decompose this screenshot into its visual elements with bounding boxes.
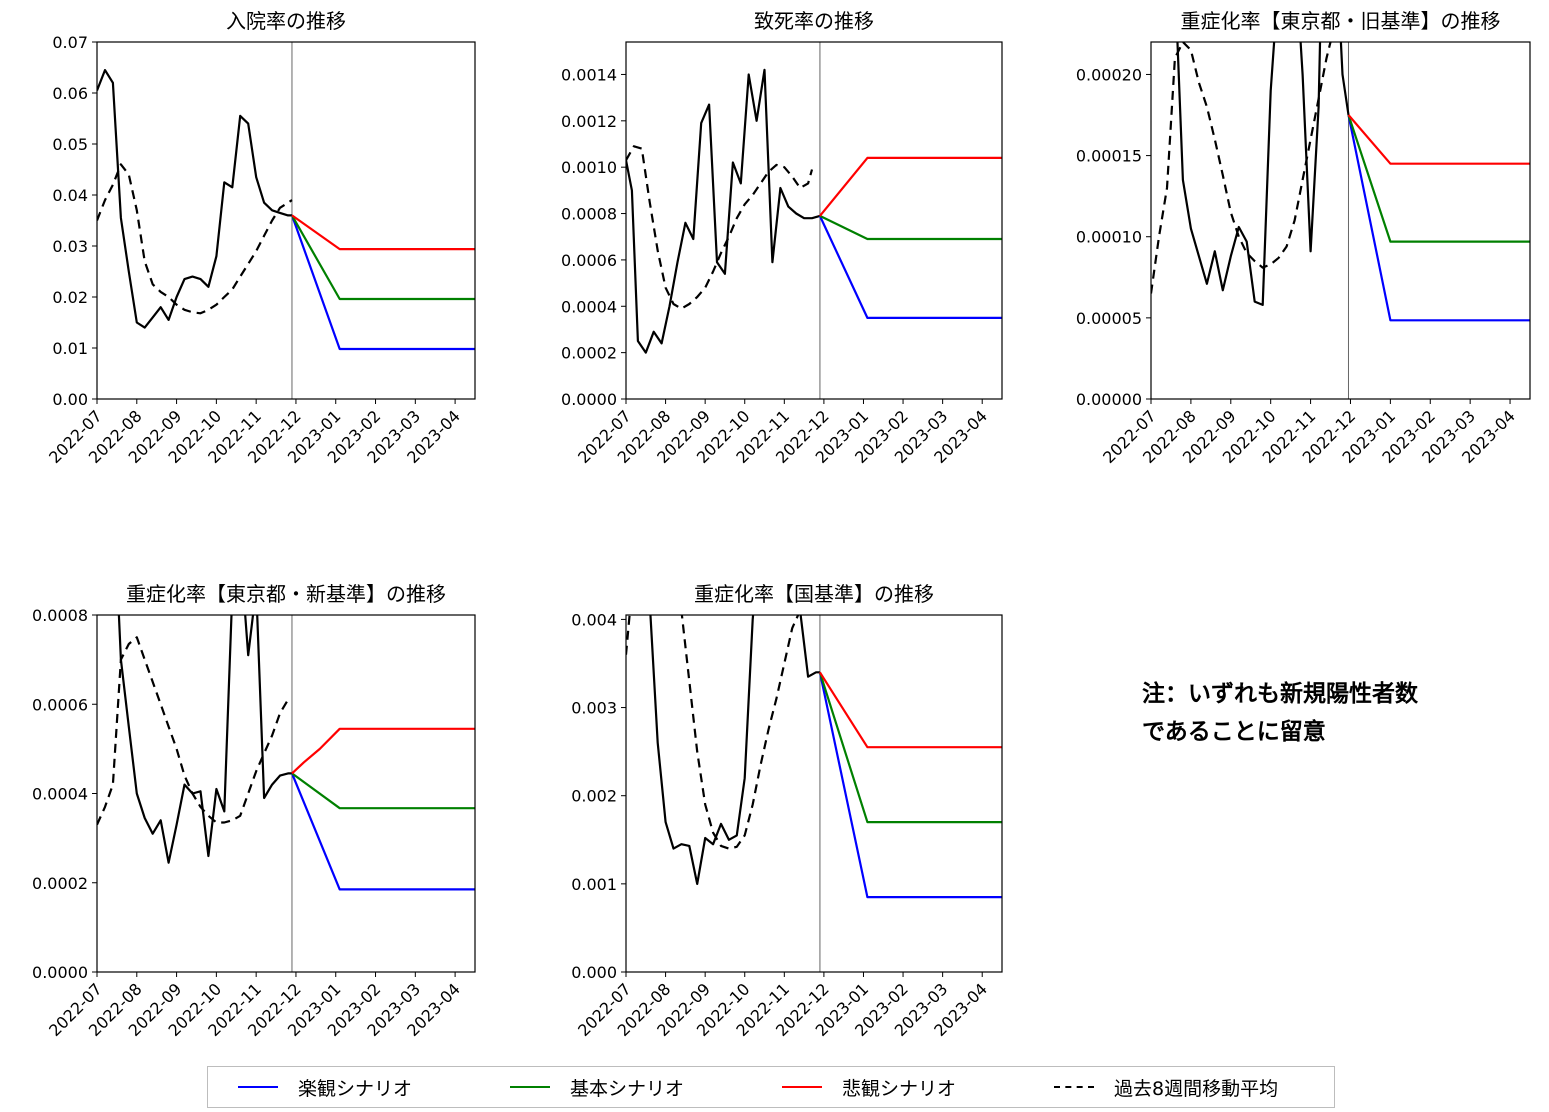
chart-panel-5: 重症化率【国基準】の推移0.0000.0010.0020.0030.004202… [571, 582, 1003, 1040]
y-tick-label: 0.002 [571, 787, 617, 806]
y-tick-label: 0.00005 [1076, 309, 1142, 328]
y-tick-label: 0.00 [52, 390, 88, 409]
y-tick-label: 0.0004 [561, 297, 617, 316]
series-line-悲観シナリオ [291, 727, 475, 775]
plot-frame [96, 41, 476, 400]
legend-swatch-optimistic [238, 1086, 278, 1088]
series-line-悲観シナリオ [1347, 114, 1530, 165]
series-line-過去8週間移動平均 [1151, 42, 1332, 294]
legend: 楽観シナリオ 基本シナリオ 悲観シナリオ 過去8週間移動平均 [207, 1066, 1335, 1108]
y-tick-label: 0.0002 [32, 874, 88, 893]
y-tick-label: 0.0010 [561, 158, 617, 177]
series-line-基本シナリオ [291, 772, 475, 810]
legend-label-optimistic: 楽観シナリオ [298, 1077, 413, 1100]
legend-swatch-pessimistic [782, 1086, 822, 1088]
series-line-実績 [1176, 42, 1350, 306]
series-line-過去8週間移動平均 [97, 636, 289, 826]
y-tick-label: 0.01 [52, 339, 88, 358]
y-tick-label: 0.0006 [32, 695, 88, 714]
chart-panel-1: 入院率の推移0.000.010.020.030.040.050.060.0720… [45, 9, 476, 467]
y-tick-label: 0.0008 [561, 205, 617, 224]
legend-item-pessimistic: 悲観シナリオ [782, 1074, 1054, 1101]
plot-frame [625, 614, 1003, 973]
series-line-基本シナリオ [819, 214, 1002, 241]
chart-title: 重症化率【国基準】の推移 [694, 582, 934, 606]
series-line-過去8週間移動平均 [97, 163, 293, 315]
y-tick-label: 0.0000 [32, 963, 88, 982]
series-line-実績 [626, 68, 821, 354]
y-tick-label: 0.00000 [1076, 390, 1142, 409]
y-tick-label: 0.0004 [32, 785, 88, 804]
chart-title: 致死率の推移 [754, 9, 874, 33]
legend-label-base: 基本シナリオ [570, 1077, 685, 1100]
series-line-実績 [97, 69, 292, 329]
series-line-基本シナリオ [1347, 114, 1530, 243]
series-line-過去8週間移動平均 [626, 145, 814, 310]
legend-label-moving-average: 過去8週間移動平均 [1114, 1077, 1279, 1100]
y-tick-label: 0.06 [52, 84, 88, 103]
series-line-楽観シナリオ [818, 215, 1002, 319]
plot-frame [625, 41, 1003, 400]
note-text: 注：いずれも新規陽性者数 であることに留意 [1142, 675, 1547, 751]
y-tick-label: 0.001 [571, 875, 617, 894]
chart-title: 入院率の推移 [226, 9, 346, 33]
series-line-基本シナリオ [818, 671, 1002, 824]
y-tick-label: 0.0006 [561, 251, 617, 270]
series-line-過去8週間移動平均 [626, 615, 800, 850]
y-tick-label: 0.000 [571, 963, 617, 982]
series-line-実績 [117, 615, 292, 864]
legend-item-moving-average: 過去8週間移動平均 [1054, 1074, 1326, 1101]
y-tick-label: 0.07 [52, 33, 88, 52]
chart-title: 重症化率【東京都・旧基準】の推移 [1181, 9, 1501, 33]
y-tick-label: 0.003 [571, 699, 617, 718]
note-line-2: であることに留意 [1142, 719, 1326, 745]
y-tick-label: 0.03 [52, 237, 88, 256]
legend-swatch-moving-average [1054, 1086, 1094, 1088]
legend-item-optimistic: 楽観シナリオ [238, 1074, 510, 1101]
legend-item-base: 基本シナリオ [510, 1074, 782, 1101]
y-tick-label: 0.04 [52, 186, 88, 205]
series-line-悲観シナリオ [819, 156, 1002, 217]
chart-panel-4: 重症化率【東京都・新基準】の推移 0.0000 0.0002 0.0004 0.0006… [32, 582, 476, 1040]
series-line-実績 [649, 615, 820, 885]
y-tick-label: 0.00020 [1076, 65, 1142, 84]
series-line-悲観シナリオ [291, 214, 475, 251]
series-line-楽観シナリオ [1347, 114, 1530, 322]
y-tick-label: 0.00010 [1076, 228, 1142, 247]
y-tick-label: 0.0014 [561, 65, 617, 84]
series-line-楽観シナリオ [290, 215, 475, 351]
plot-frame [96, 614, 476, 973]
series-line-基本シナリオ [291, 214, 475, 301]
y-tick-label: 0.0008 [32, 606, 88, 625]
chart-panel-3: 重症化率【東京都・旧基準】の推移 0.00000 0.00005 0.00010 0.0… [1076, 9, 1531, 467]
legend-swatch-base [510, 1086, 550, 1088]
y-tick-label: 0.0012 [561, 112, 617, 131]
y-tick-label: 0.004 [571, 610, 617, 629]
y-tick-label: 0.05 [52, 135, 88, 154]
chart-panel-2: 致死率の推移 0.0000 0.0002 0.0004 0.0006 0.0008 0.00… [561, 9, 1003, 467]
series-line-悲観シナリオ [818, 671, 1002, 749]
plot-frame [1150, 41, 1531, 400]
series-line-楽観シナリオ [290, 772, 475, 891]
legend-label-pessimistic: 悲観シナリオ [842, 1077, 957, 1100]
note-line-1: 注：いずれも新規陽性者数 [1142, 681, 1418, 707]
y-tick-label: 0.02 [52, 288, 88, 307]
chart-title: 重症化率【東京都・新基準】の推移 [126, 582, 446, 606]
y-tick-label: 0.0002 [561, 344, 617, 363]
y-tick-label: 0.0000 [561, 390, 617, 409]
series-line-楽観シナリオ [818, 672, 1002, 899]
y-tick-label: 0.00015 [1076, 147, 1142, 166]
